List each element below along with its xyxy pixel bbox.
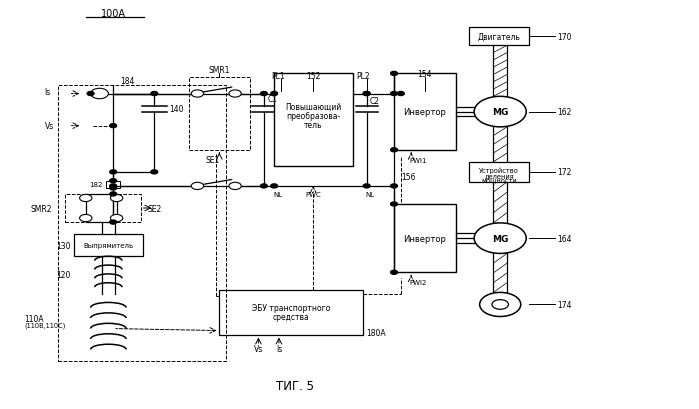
Text: C2: C2 bbox=[370, 97, 380, 106]
Bar bbox=[470, 28, 529, 46]
Text: Vs: Vs bbox=[254, 344, 263, 353]
Text: 152: 152 bbox=[306, 72, 320, 81]
Text: Инвертор: Инвертор bbox=[403, 234, 446, 243]
Bar bbox=[394, 204, 456, 273]
Circle shape bbox=[474, 223, 526, 254]
Text: Is: Is bbox=[45, 88, 51, 97]
Text: 110A: 110A bbox=[24, 314, 44, 323]
Text: MG: MG bbox=[492, 108, 508, 117]
Text: 130: 130 bbox=[56, 241, 71, 250]
Text: PL2: PL2 bbox=[356, 72, 370, 81]
Text: 182: 182 bbox=[89, 182, 103, 188]
Text: NL: NL bbox=[273, 191, 282, 198]
Circle shape bbox=[261, 92, 267, 96]
Circle shape bbox=[110, 193, 117, 196]
Text: тель: тель bbox=[304, 121, 322, 130]
Text: 120: 120 bbox=[57, 270, 71, 279]
Circle shape bbox=[80, 215, 92, 222]
Circle shape bbox=[271, 184, 278, 189]
Text: 156: 156 bbox=[401, 173, 415, 182]
Circle shape bbox=[363, 92, 370, 96]
Text: 172: 172 bbox=[557, 168, 572, 177]
Bar bbox=[59, 86, 226, 361]
Circle shape bbox=[91, 89, 108, 99]
Circle shape bbox=[391, 184, 398, 189]
Circle shape bbox=[87, 92, 94, 96]
Circle shape bbox=[391, 202, 398, 207]
Text: Выпрямитель: Выпрямитель bbox=[83, 243, 134, 249]
Text: PWI2: PWI2 bbox=[410, 280, 426, 285]
Text: Повышающий: Повышающий bbox=[285, 103, 341, 112]
Text: деления: деления bbox=[484, 172, 514, 178]
Text: 140: 140 bbox=[169, 105, 184, 114]
Circle shape bbox=[192, 183, 203, 190]
Circle shape bbox=[391, 72, 398, 76]
Circle shape bbox=[363, 92, 370, 96]
Text: PWI1: PWI1 bbox=[409, 157, 427, 164]
Text: 162: 162 bbox=[557, 108, 572, 117]
Text: Устройство: Устройство bbox=[480, 167, 519, 174]
Text: 154: 154 bbox=[417, 70, 432, 79]
Circle shape bbox=[363, 184, 370, 189]
Bar bbox=[274, 74, 353, 166]
Text: 100A: 100A bbox=[101, 9, 126, 19]
Circle shape bbox=[391, 271, 398, 275]
Bar bbox=[74, 235, 143, 256]
Circle shape bbox=[110, 187, 117, 191]
Text: SE1: SE1 bbox=[206, 156, 219, 165]
Text: мощности: мощности bbox=[482, 177, 517, 183]
Circle shape bbox=[110, 195, 123, 202]
Circle shape bbox=[151, 92, 158, 96]
Circle shape bbox=[229, 91, 241, 98]
Circle shape bbox=[398, 92, 404, 96]
Text: 180A: 180A bbox=[366, 328, 387, 337]
Text: Vs: Vs bbox=[45, 122, 54, 131]
Text: NL: NL bbox=[366, 191, 375, 198]
Text: PWC: PWC bbox=[305, 191, 321, 198]
Circle shape bbox=[480, 293, 521, 317]
Circle shape bbox=[391, 148, 398, 153]
Text: PL1: PL1 bbox=[271, 72, 284, 81]
Circle shape bbox=[110, 220, 117, 225]
Circle shape bbox=[110, 171, 117, 174]
Circle shape bbox=[391, 92, 398, 96]
Circle shape bbox=[229, 183, 241, 190]
Text: Двигатель: Двигатель bbox=[477, 33, 521, 42]
Circle shape bbox=[80, 195, 92, 202]
Text: средства: средства bbox=[273, 312, 310, 321]
Text: SMR2: SMR2 bbox=[30, 204, 52, 213]
Text: C1: C1 bbox=[267, 95, 278, 104]
Bar bbox=[394, 74, 456, 151]
Text: Инвертор: Инвертор bbox=[403, 108, 446, 117]
Circle shape bbox=[474, 97, 526, 128]
Circle shape bbox=[151, 171, 158, 174]
Circle shape bbox=[261, 184, 267, 189]
Text: 184: 184 bbox=[120, 76, 134, 85]
Text: MG: MG bbox=[492, 234, 508, 243]
Bar bbox=[219, 291, 363, 335]
Text: преобразова-: преобразова- bbox=[286, 112, 340, 121]
Bar bbox=[470, 162, 529, 182]
Text: SE2: SE2 bbox=[147, 204, 161, 213]
Text: (110B,110C): (110B,110C) bbox=[24, 321, 66, 328]
Text: ΤИГ. 5: ΤИГ. 5 bbox=[275, 379, 314, 392]
Text: 164: 164 bbox=[557, 234, 572, 243]
Circle shape bbox=[192, 91, 203, 98]
Circle shape bbox=[110, 124, 117, 128]
Bar bbox=[189, 78, 250, 151]
Circle shape bbox=[271, 92, 278, 96]
Bar bbox=[106, 181, 120, 189]
Circle shape bbox=[110, 215, 123, 222]
Circle shape bbox=[492, 300, 508, 310]
Text: Is: Is bbox=[276, 344, 282, 353]
Bar bbox=[65, 195, 140, 222]
Circle shape bbox=[110, 179, 117, 183]
Text: 170: 170 bbox=[557, 33, 572, 42]
Text: 174: 174 bbox=[557, 300, 572, 309]
Text: ЭБУ транспортного: ЭБУ транспортного bbox=[252, 303, 331, 312]
Circle shape bbox=[110, 184, 117, 189]
Text: SMR1: SMR1 bbox=[208, 66, 230, 75]
